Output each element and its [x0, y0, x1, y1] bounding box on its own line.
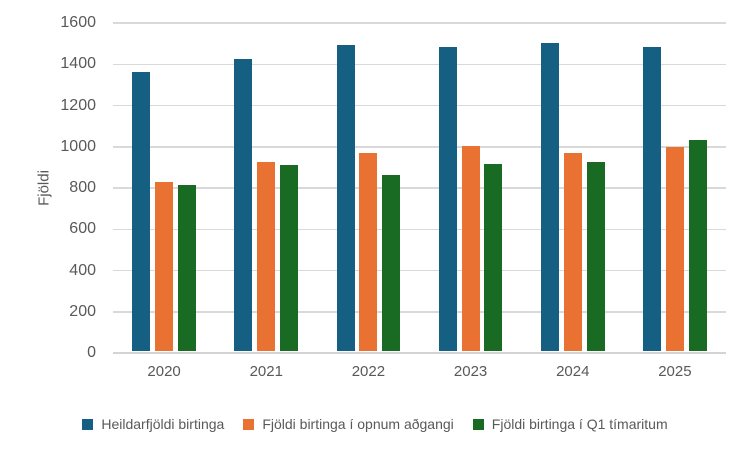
y-tick-label: 0	[87, 344, 96, 361]
bar	[280, 165, 299, 351]
x-tick-label: 2025	[658, 363, 692, 380]
legend-label: Fjöldi birtinga í opnum aðgangi	[262, 416, 454, 432]
legend-item: Fjöldi birtinga í Q1 tímaritum	[472, 416, 668, 432]
bar	[643, 46, 662, 351]
gridline	[113, 228, 726, 230]
bar	[688, 139, 707, 351]
bar	[336, 44, 355, 351]
y-tick-label: 400	[69, 261, 96, 279]
legend-item: Heildarfjöldi birtinga	[82, 416, 224, 432]
gridline	[113, 311, 726, 313]
x-tick-label: 2023	[453, 363, 488, 380]
legend-item: Fjöldi birtinga í opnum aðgangi	[243, 416, 454, 432]
legend-label: Heildarfjöldi birtinga	[101, 416, 225, 432]
gridline	[113, 146, 726, 148]
gridline	[113, 187, 726, 189]
gridline	[113, 104, 726, 107]
bar	[382, 174, 401, 351]
bar	[234, 59, 253, 351]
legend: Heildarfjöldi birtinga Fjöldi birtinga í …	[0, 411, 750, 437]
gridline	[113, 22, 726, 24]
bar	[563, 153, 582, 351]
bar	[586, 162, 605, 351]
bar	[540, 42, 559, 351]
bar	[155, 181, 174, 351]
bar	[484, 164, 503, 351]
y-tick-label: 800	[69, 179, 96, 196]
y-tick-label: 1200	[60, 96, 96, 114]
gridline	[113, 63, 726, 65]
y-tick-label: 1000	[60, 137, 96, 155]
bar	[177, 184, 196, 351]
x-tick-label: 2021	[249, 363, 283, 380]
legend-swatch-icon	[82, 418, 94, 430]
gridline	[113, 269, 726, 272]
legend-label: Fjöldi birtinga í Q1 tímaritum	[491, 416, 668, 432]
y-axis-title: Fjöldi	[35, 170, 53, 206]
bar	[132, 71, 151, 351]
x-tick-label: 2022	[351, 363, 386, 380]
y-tick-label: 1600	[60, 14, 96, 31]
legend-swatch-icon	[472, 418, 484, 430]
bar	[359, 153, 378, 351]
bar	[461, 145, 480, 351]
x-tick-label: 2020	[147, 363, 181, 380]
y-tick-label: 1400	[60, 55, 96, 73]
legend-swatch-icon	[243, 418, 255, 430]
y-tick-label: 600	[69, 220, 96, 238]
plot-area	[113, 22, 726, 355]
x-tick-label: 2024	[556, 363, 590, 380]
y-tick-label: 200	[69, 302, 96, 320]
bar	[257, 162, 276, 351]
x-axis-line	[113, 352, 726, 355]
bar	[665, 146, 684, 351]
bar	[438, 46, 457, 351]
